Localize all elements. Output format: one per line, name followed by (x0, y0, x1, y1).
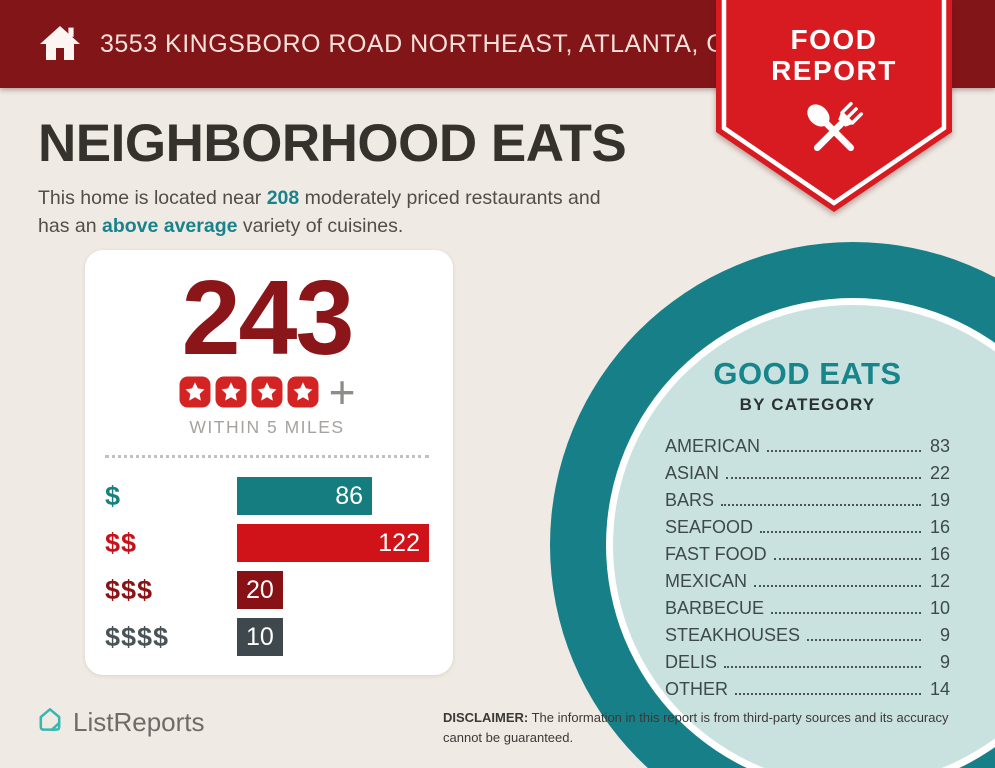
price-tier-label: $$$ (105, 574, 154, 605)
category-label: STEAKHOUSES (665, 625, 801, 645)
category-value: 19 (929, 490, 950, 510)
price-tier-label: $$ (105, 527, 138, 558)
property-address: 3553 KINGSBORO ROAD NORTHEAST, ATLANTA, … (100, 29, 822, 58)
leader-dots (724, 666, 921, 668)
leader-dots (771, 612, 921, 614)
category-label: FAST FOOD (665, 544, 767, 564)
category-row: MEXICAN 12 (665, 571, 950, 598)
leader-dots (735, 693, 921, 695)
star-icon (287, 376, 319, 408)
price-tier-label: $ (105, 480, 122, 511)
bar-row: $$$ 20 (105, 571, 429, 610)
category-row: BARS 19 (665, 490, 950, 517)
category-label: DELIS (665, 652, 718, 672)
category-row: ASIAN 22 (665, 463, 950, 490)
category-value: 83 (929, 436, 950, 456)
badge-title: FOOD REPORT (716, 24, 952, 86)
intro-subtitle: This home is located near 208 moderately… (38, 184, 718, 241)
category-label: OTHER (665, 679, 728, 699)
category-row: OTHER 14 (665, 679, 950, 706)
category-value: 22 (929, 463, 950, 483)
category-value: 16 (929, 544, 950, 564)
leader-dots (807, 639, 921, 641)
bar-value: 86 (335, 481, 363, 510)
bar: 20 (237, 571, 283, 610)
leader-dots (760, 531, 921, 533)
listreports-brand: ListReports (34, 704, 205, 740)
category-row: DELIS 9 (665, 652, 950, 679)
bar-value: 122 (378, 528, 420, 557)
food-report-badge: FOOD REPORT (716, 0, 952, 218)
category-row: STEAKHOUSES 9 (665, 625, 950, 652)
bar-value: 10 (246, 622, 274, 651)
category-value: 16 (929, 517, 950, 537)
bar-row: $$ 122 (105, 524, 429, 563)
disclaimer: DISCLAIMER: The information in this repo… (443, 708, 988, 747)
star-icon (179, 376, 211, 408)
star-icon (251, 376, 283, 408)
leader-dots (721, 504, 921, 506)
category-row: BARBECUE 10 (665, 598, 950, 625)
brand-name: ListReports (73, 706, 205, 737)
price-tier-label: $$$$ (105, 621, 170, 652)
category-value: 12 (929, 571, 950, 591)
utensils-icon (797, 94, 871, 173)
disclaimer-text: The information in this report is from t… (443, 710, 949, 745)
category-value: 10 (929, 598, 950, 618)
subtitle-line2-pre: has an (38, 214, 102, 237)
plus-icon: + (328, 366, 356, 419)
star-rating (179, 376, 319, 408)
bar: 122 (237, 524, 429, 563)
leader-dots (754, 585, 921, 587)
category-label: BARS (665, 490, 715, 510)
bar: 10 (237, 618, 283, 657)
subtitle-post: variety of cuisines. (237, 214, 404, 237)
category-label: SEAFOOD (665, 517, 754, 537)
rating-row: + (105, 366, 429, 419)
category-label: MEXICAN (665, 571, 748, 591)
home-icon (36, 20, 84, 68)
good-eats-title: GOOD EATS (713, 356, 902, 391)
subtitle-pre: This home is located near (38, 186, 267, 209)
leader-dots (773, 558, 921, 560)
category-list: AMERICAN 83 ASIAN 22 BARS 19 SEAFOOD 16 … (665, 436, 950, 706)
good-eats-panel: GOOD EATS BY CATEGORY AMERICAN 83 ASIAN … (665, 356, 950, 706)
bar-row: $$$$ 10 (105, 618, 429, 657)
restaurant-count: 208 (266, 186, 300, 209)
disclaimer-label: DISCLAIMER: (443, 710, 529, 725)
category-label: AMERICAN (665, 436, 761, 456)
category-value: 9 (939, 625, 950, 645)
bar: 86 (237, 477, 372, 516)
category-label: BARBECUE (665, 598, 765, 618)
variety-highlight: above average (101, 214, 238, 237)
category-value: 14 (929, 679, 950, 699)
leader-dots (767, 450, 921, 452)
subtitle-mid: moderately priced restaurants and (299, 186, 601, 209)
badge-line2: REPORT (771, 55, 897, 86)
category-row: FAST FOOD 16 (665, 544, 950, 571)
radius-label: WITHIN 5 MILES (189, 417, 345, 438)
bar-value: 20 (246, 575, 274, 604)
badge-line1: FOOD (790, 24, 878, 55)
price-tier-bar-chart: $ 86 $$ 122 $$$ 20 $$$$ 10 (105, 477, 429, 657)
category-value: 9 (939, 652, 950, 672)
page-title: NEIGHBORHOOD EATS (38, 114, 627, 173)
category-label: ASIAN (665, 463, 720, 483)
good-eats-subtitle: BY CATEGORY (739, 395, 876, 414)
leader-dots (726, 477, 921, 479)
intro-section: NEIGHBORHOOD EATS This home is located n… (38, 116, 718, 240)
total-restaurants: 243 (181, 259, 355, 377)
dotted-divider (105, 455, 429, 459)
bar-row: $ 86 (105, 477, 429, 516)
category-row: AMERICAN 83 (665, 436, 950, 463)
stats-card: 243 + WITHIN 5 MILES $ 86 (85, 250, 453, 675)
good-eats-circle (613, 305, 995, 768)
star-icon (215, 376, 247, 408)
listreports-icon (34, 704, 65, 740)
category-row: SEAFOOD 16 (665, 517, 950, 544)
